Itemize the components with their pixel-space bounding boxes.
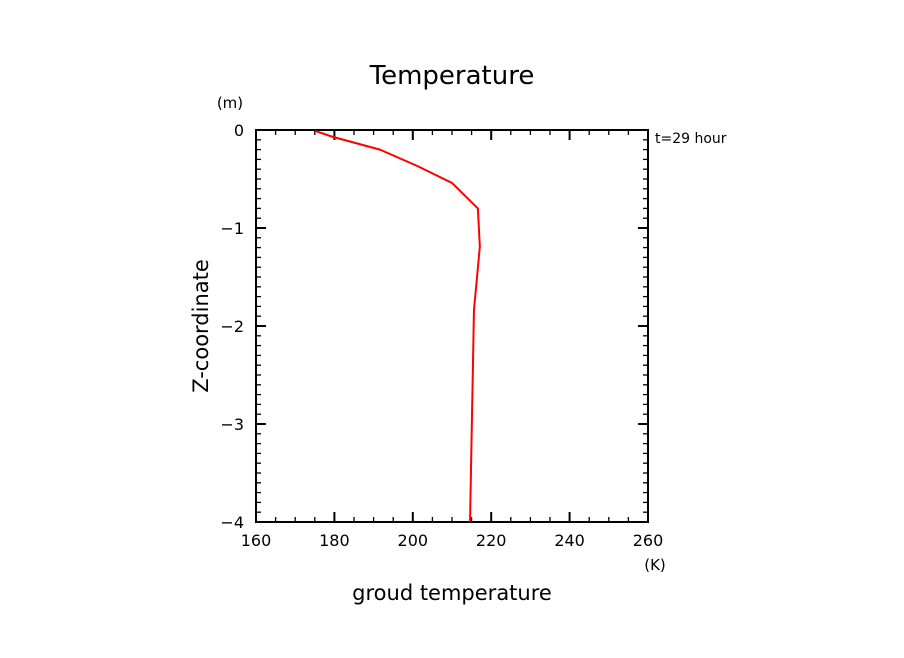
x-tick-label: 260 [633, 531, 664, 550]
x-tick-label: 180 [319, 531, 350, 550]
temperature-line [314, 130, 481, 523]
x-tick-label: 240 [554, 531, 585, 550]
plot-frame [255, 129, 649, 523]
y-tick-label: −2 [220, 317, 244, 336]
time-annotation: t=29 hour [655, 131, 727, 147]
chart-title: Temperature [369, 61, 535, 91]
x-axis-label: groud temperature [352, 581, 552, 605]
x-unit: (K) [644, 556, 666, 574]
x-tick-label: 160 [241, 531, 272, 550]
y-unit: (m) [217, 94, 243, 112]
y-tick-label: −1 [220, 219, 244, 238]
x-tick-label: 220 [476, 531, 507, 550]
x-tick-label: 200 [398, 531, 429, 550]
y-tick-label: −3 [220, 415, 244, 434]
y-tick-label: −4 [220, 513, 244, 532]
y-axis-label: Z-coordinate [189, 259, 213, 393]
y-tick-label: 0 [234, 121, 244, 140]
